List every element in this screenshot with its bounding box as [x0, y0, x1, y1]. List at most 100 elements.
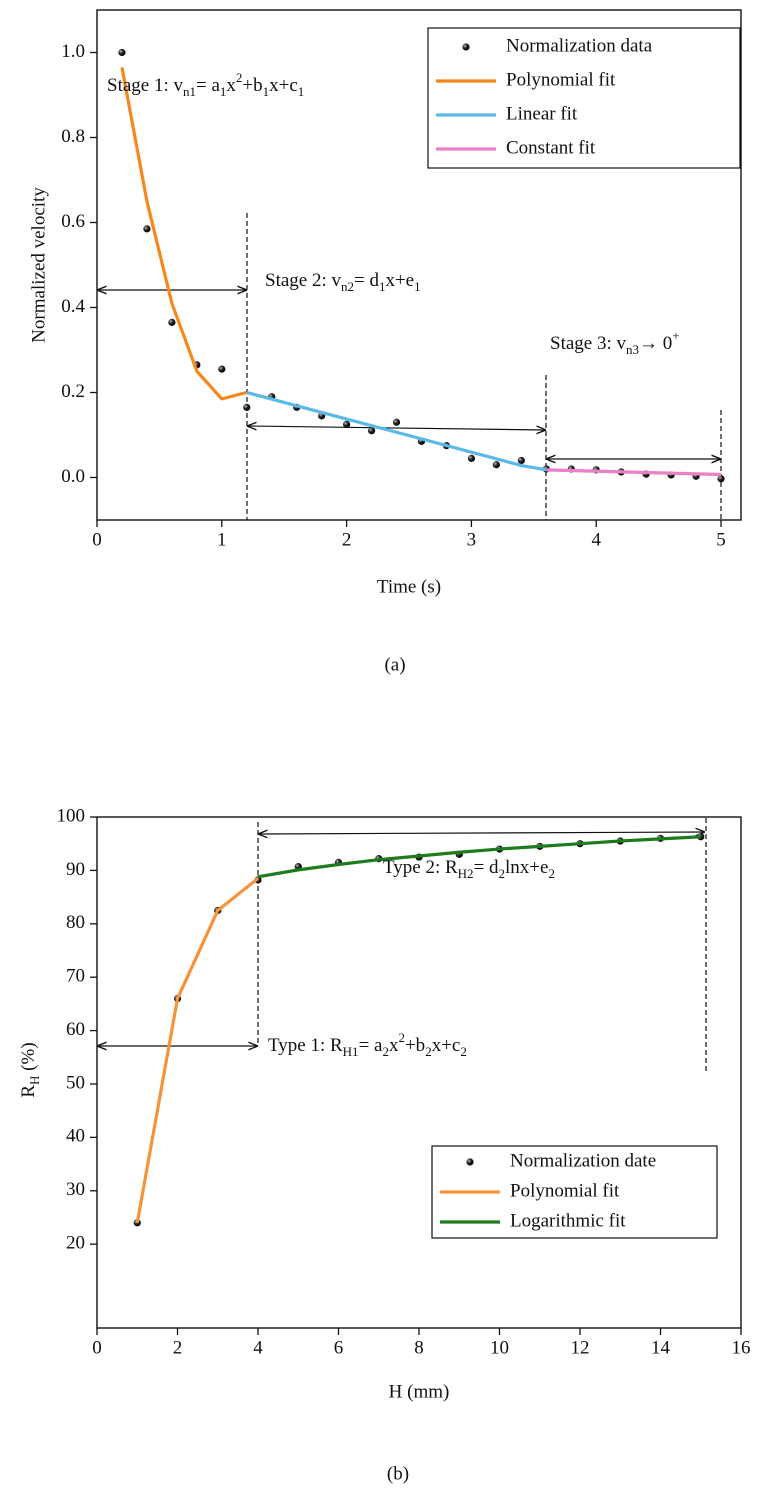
legend-box: [427, 27, 741, 169]
text-part: n2: [341, 279, 354, 294]
x-tick-label: 4: [591, 529, 601, 550]
legend-label: Logarithmic fit: [510, 1210, 626, 1231]
y-tick-label: 30: [66, 1179, 85, 1200]
x-tick-label: 5: [716, 529, 726, 550]
text-part: H2: [458, 866, 474, 881]
annotation-lines: [98, 213, 722, 1073]
y-tick-label: 0.0: [61, 466, 85, 487]
legend-label: Linear fit: [506, 103, 578, 124]
y-tick-label: 1.0: [61, 41, 85, 62]
fit-line: [546, 468, 722, 477]
annotation: Stage 1: vn1= a1x2+b1x+c1: [107, 70, 304, 99]
text-part: +b: [405, 1035, 425, 1056]
x-tick-label: 2: [342, 529, 352, 550]
text-part: 1: [263, 84, 270, 99]
text-part: = d: [354, 270, 379, 291]
text-part: = a: [359, 1035, 383, 1056]
data-point: [168, 318, 176, 326]
text-part: x+e: [385, 270, 414, 291]
legend-symbol: [466, 1158, 474, 1166]
annotation: Type 2: RH2= d2lnx+e2: [383, 857, 555, 881]
legend-label: Normalization data: [506, 35, 653, 56]
text-part: 2: [548, 866, 555, 881]
text-part: lnx+e: [505, 857, 548, 878]
data-point: [492, 461, 500, 469]
x-tick-label: 10: [490, 1337, 509, 1358]
legend-label: Constant fit: [506, 137, 596, 158]
data-point: [717, 475, 725, 483]
data-point: [218, 365, 226, 373]
text-part: x: [226, 75, 236, 96]
fit-line: [257, 835, 701, 879]
caption: (a): [384, 654, 405, 675]
x-tick-label: 1: [217, 529, 227, 550]
y-axis-label: Normalized velocity: [28, 187, 49, 343]
y-tick-label: 40: [66, 1126, 85, 1147]
y-tick-label: 90: [66, 859, 85, 880]
text-part: x: [389, 1035, 399, 1056]
text-part: 2: [499, 866, 506, 881]
legend-symbol: [462, 43, 470, 51]
data-point: [367, 427, 376, 435]
x-tick-label: 0: [92, 529, 102, 550]
text-part: Stage 1: v: [107, 75, 183, 96]
data-point: [143, 225, 151, 233]
text-part: Stage 2: v: [265, 270, 341, 291]
x-tick-label: 0: [92, 1337, 102, 1358]
y-tick-label: 0.8: [61, 126, 85, 147]
data-point: [243, 403, 251, 411]
text-part: Type 1: R: [268, 1035, 343, 1056]
x-tick-label: 12: [571, 1337, 590, 1358]
text-part: R: [18, 1085, 39, 1098]
x-tick-label: 3: [467, 529, 477, 550]
fit-line: [246, 390, 547, 472]
text-part: 1: [298, 84, 305, 99]
text-part: = d: [474, 857, 499, 878]
y-tick-label: 50: [66, 1072, 85, 1093]
x-axis-label: H (mm): [389, 1381, 450, 1402]
x-tick-label: 16: [732, 1337, 751, 1358]
y-axis-label: RH (%): [18, 1042, 42, 1097]
text-part: → 0: [639, 333, 672, 354]
text-part: x+c: [269, 75, 298, 96]
text-part: n1: [183, 84, 196, 99]
y-tick-label: 20: [66, 1233, 85, 1254]
x-tick-label: 14: [651, 1337, 671, 1358]
text-part: 2: [425, 1044, 432, 1059]
x-tick-label: 6: [334, 1337, 344, 1358]
plot-frame: [96, 816, 742, 1329]
text-part: 2: [460, 1044, 467, 1059]
span-arrow: [259, 832, 704, 834]
text-part: 2: [398, 1030, 405, 1045]
text-part: 1: [379, 279, 386, 294]
y-tick-label: 100: [57, 805, 86, 826]
legend-label: Normalization date: [510, 1150, 656, 1171]
x-axis-label: Time (s): [377, 576, 441, 597]
text-part: H1: [343, 1044, 359, 1059]
y-tick-label: 0.6: [61, 211, 85, 232]
text-part: (%): [18, 1042, 39, 1075]
text-part: 1: [414, 279, 421, 294]
x-tick-label: 2: [173, 1337, 183, 1358]
text-part: +: [672, 328, 679, 343]
text-part: Stage 3: v: [550, 333, 626, 354]
text-part: H: [27, 1076, 42, 1085]
data-point: [467, 454, 476, 462]
legend-label: Polynomial fit: [510, 1180, 620, 1201]
y-tick-label: 70: [66, 966, 85, 987]
y-tick-label: 80: [66, 912, 85, 933]
text-part: = a: [196, 75, 220, 96]
data-point: [392, 418, 401, 426]
data-point: [517, 456, 525, 465]
text-part: +b: [242, 75, 262, 96]
x-tick-label: 4: [253, 1337, 263, 1358]
x-tick-label: 8: [414, 1337, 424, 1358]
annotation: Type 1: RH1= a2x2+b2x+c2: [268, 1030, 467, 1059]
text-part: n3: [626, 342, 639, 357]
y-tick-label: 60: [66, 1019, 85, 1040]
caption: (b): [387, 1463, 409, 1484]
span-arrow: [248, 426, 545, 430]
text-part: x+c: [432, 1035, 461, 1056]
y-tick-label: 0.4: [61, 296, 85, 317]
